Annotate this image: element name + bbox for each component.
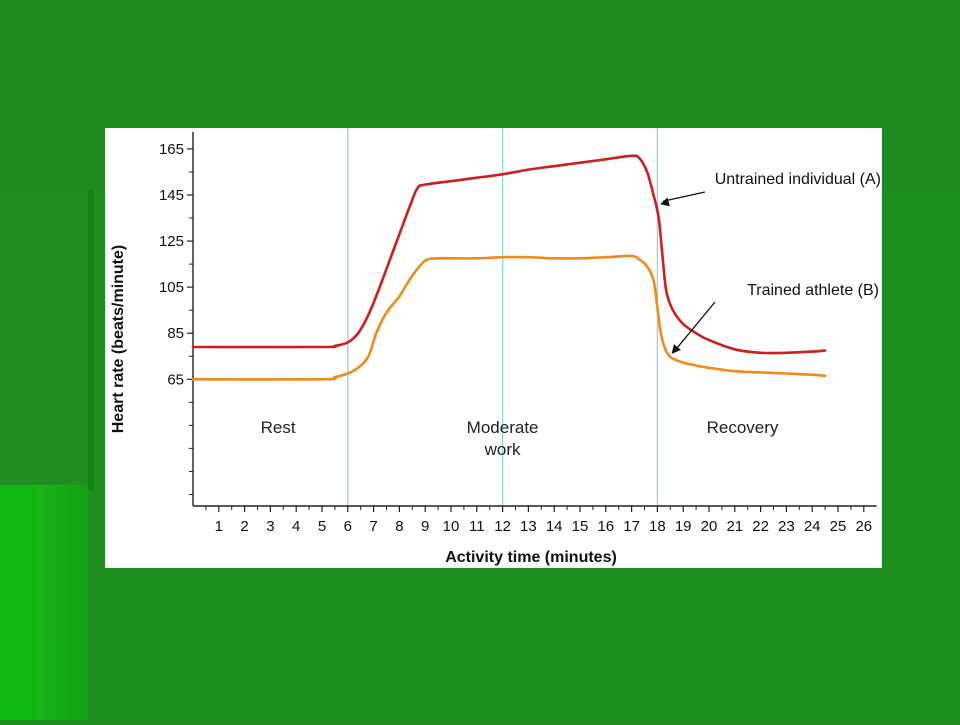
x-tick-label: 4	[292, 518, 300, 535]
y-tick-label: 145	[159, 187, 184, 204]
x-tick-label: 3	[266, 518, 274, 535]
y-tick-label: 125	[159, 233, 184, 250]
annotation-trained-label: Trained athlete (B)	[747, 282, 879, 299]
x-tick-label: 6	[344, 518, 352, 535]
x-tick-label: 24	[804, 518, 821, 535]
annotation-untrained-arrowhead	[659, 197, 670, 207]
x-tick-label: 12	[494, 518, 511, 535]
region-label: Rest	[261, 418, 296, 437]
x-tick-label: 18	[649, 518, 666, 535]
y-tick-label: 85	[167, 325, 184, 342]
x-axis-label: Activity time (minutes)	[445, 549, 617, 566]
x-tick-label: 25	[830, 518, 847, 535]
x-tick-label: 7	[369, 518, 377, 535]
annotation-trained-arrow-line	[674, 301, 716, 352]
x-tick-label: 1	[215, 518, 223, 535]
x-tick-label: 8	[395, 518, 403, 535]
x-tick-label: 21	[726, 518, 743, 535]
y-tick-label: 105	[159, 279, 184, 296]
y-axis-label: Heart rate (beats/minute)	[110, 245, 127, 434]
x-tick-label: 20	[701, 518, 718, 535]
x-tick-label: 5	[318, 518, 326, 535]
x-tick-label: 23	[778, 518, 795, 535]
untrained-series-line	[191, 154, 827, 355]
region-label: Recovery	[707, 418, 779, 437]
x-tick-label: 19	[675, 518, 692, 535]
annotation-untrained-arrow-line	[662, 191, 706, 202]
x-tick-label: 14	[546, 518, 563, 535]
x-tick-label: 26	[855, 518, 872, 535]
x-tick-label: 16	[597, 518, 614, 535]
x-tick-label: 22	[752, 518, 769, 535]
x-tick-label: 11	[469, 518, 485, 535]
y-tick-label: 165	[159, 141, 184, 158]
x-tick-label: 13	[520, 518, 537, 535]
x-tick-label: 9	[421, 518, 429, 535]
x-tick-label: 10	[443, 518, 460, 535]
x-tick-label: 2	[240, 518, 248, 535]
y-tick-label: 65	[167, 371, 184, 388]
region-label: work	[484, 440, 521, 459]
annotation-untrained-label: Untrained individual (A)	[715, 171, 881, 188]
trained-series-line	[191, 254, 827, 381]
chart-panel: 65 85 105 125 145 165 1 2 3 4 5 6 7 8 9 10 11 12 13 14 15 16…	[105, 128, 882, 568]
region-label: Moderate	[467, 418, 539, 437]
x-tick-label: 17	[623, 518, 640, 535]
annotation-trained-arrowhead	[671, 344, 681, 354]
x-tick-label: 15	[572, 518, 589, 535]
